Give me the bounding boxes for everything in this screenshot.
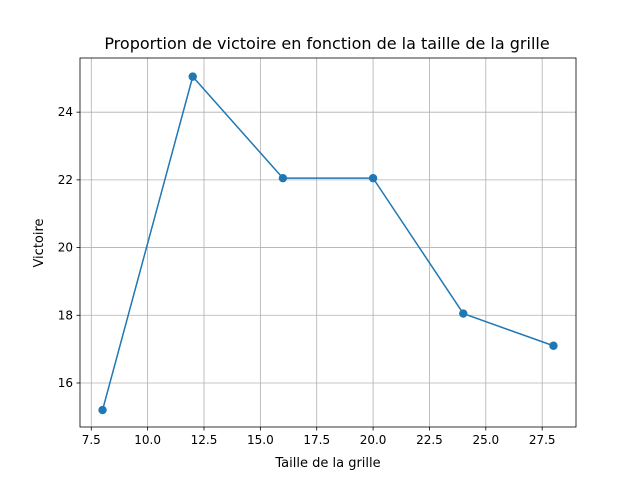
grid-lines — [80, 58, 576, 427]
data-point — [368, 173, 378, 183]
y-tick-label: 18 — [58, 308, 73, 322]
chart-title: Proportion de victoire en fonction de la… — [104, 34, 549, 53]
data-point — [278, 173, 288, 183]
x-tick-label: 7.5 — [82, 433, 101, 447]
data-point — [549, 341, 558, 350]
y-tick-label: 16 — [58, 376, 73, 390]
x-tick-label: 22.5 — [416, 433, 443, 447]
data-point — [188, 72, 197, 81]
x-tick-label: 15.0 — [247, 433, 274, 447]
x-tick-label: 12.5 — [191, 433, 218, 447]
data-point — [98, 405, 107, 415]
x-tick-label: 10.0 — [134, 433, 161, 447]
data-series — [98, 72, 558, 415]
x-tick-label: 20.0 — [360, 433, 387, 447]
series-line — [101, 75, 554, 411]
axes-frame — [79, 57, 577, 428]
y-tick-label: 22 — [58, 173, 73, 187]
y-tick-label: 24 — [58, 105, 73, 119]
x-tick-label: 25.0 — [472, 433, 499, 447]
x-tick-label: 17.5 — [303, 433, 330, 447]
y-axis-label: Victoire — [32, 218, 47, 267]
ticks: 7.5 10.0 12.5 15.0 17.5 20.0 22.5 25.0 27.5 16 18 2… — [58, 105, 556, 447]
axes — [79, 57, 577, 428]
data-point — [459, 309, 468, 318]
x-tick-label: 27.5 — [529, 433, 556, 447]
y-tick-label: 20 — [58, 241, 73, 255]
x-axis-label: Taille de la grille — [274, 456, 380, 471]
